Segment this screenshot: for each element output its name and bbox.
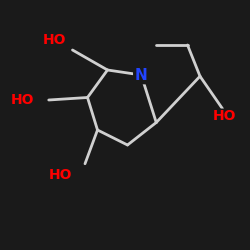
Text: HO: HO (11, 93, 34, 107)
Text: HO: HO (43, 33, 67, 47)
Text: N: N (135, 68, 147, 82)
Text: HO: HO (48, 168, 72, 182)
Text: HO: HO (213, 109, 237, 123)
